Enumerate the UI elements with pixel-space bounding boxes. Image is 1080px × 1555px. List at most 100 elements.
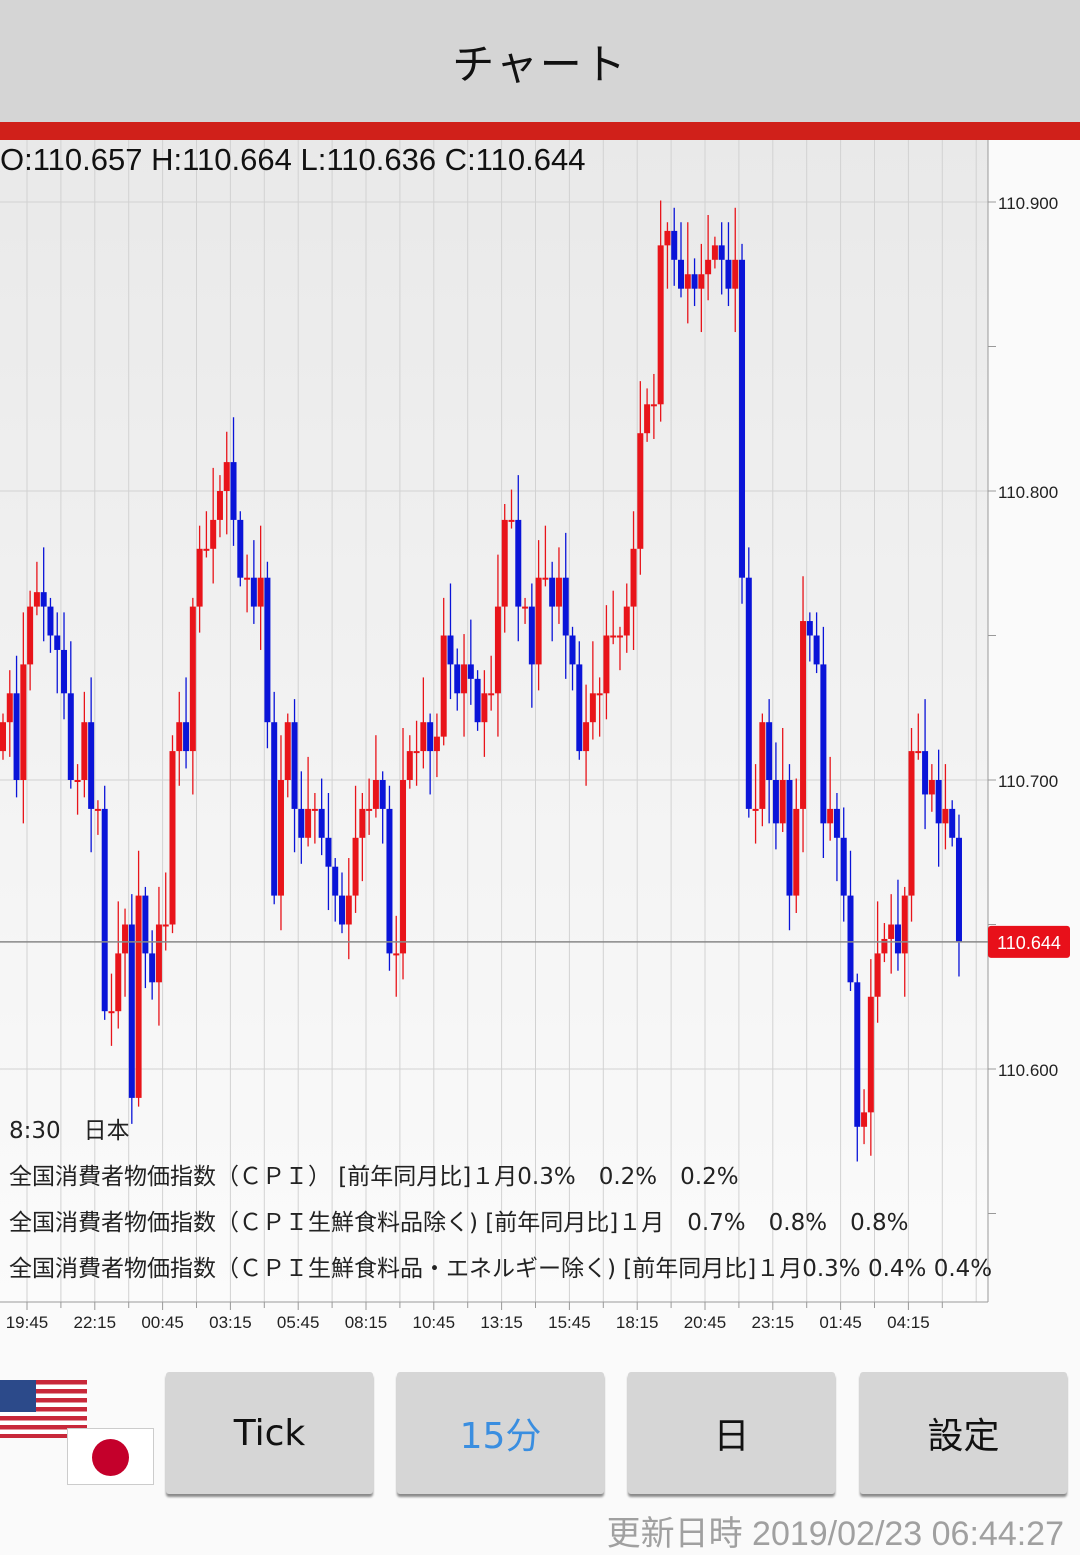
- currency-pair-flags[interactable]: [0, 1378, 160, 1488]
- candle-body: [820, 664, 827, 824]
- page-title: チャート: [452, 39, 628, 89]
- candle-body: [189, 606, 196, 752]
- last-price-label: 110.644: [997, 933, 1061, 953]
- candle-body: [603, 635, 610, 694]
- candle-up: [176, 691, 183, 786]
- candle-down: [515, 475, 522, 642]
- candle-body: [610, 635, 617, 638]
- candle-body: [515, 519, 522, 607]
- candle-body: [257, 577, 264, 607]
- candle-body: [230, 462, 237, 520]
- candle-up: [366, 778, 373, 835]
- candle-body: [949, 808, 956, 838]
- candle-up: [108, 973, 115, 1046]
- candle-body: [413, 751, 420, 754]
- us-flag-icon: [0, 1380, 87, 1438]
- 15min-button[interactable]: 15分: [397, 1372, 604, 1494]
- candle-down: [840, 807, 847, 922]
- candle-down: [88, 677, 95, 853]
- candle-body: [420, 722, 427, 752]
- candle-body: [74, 780, 81, 782]
- candle-body: [576, 664, 583, 752]
- candle-body: [664, 230, 671, 246]
- candle-up: [522, 597, 529, 624]
- candle-body: [915, 751, 922, 754]
- candle-body: [250, 577, 257, 607]
- candle-up: [644, 388, 651, 442]
- candle-up: [216, 475, 223, 538]
- candle-down: [922, 699, 929, 830]
- candle-down: [325, 793, 332, 911]
- candle-up: [915, 713, 922, 760]
- axes: 110.900 110.800 110.700 110.600 19:45 22:15 00…: [0, 140, 1070, 1332]
- candle-up: [630, 511, 637, 650]
- candle-up: [603, 605, 610, 720]
- candle-body: [359, 808, 366, 838]
- candle-down: [427, 713, 434, 795]
- candle-body: [40, 592, 47, 607]
- candle-body: [922, 751, 929, 795]
- candle-body: [671, 230, 678, 260]
- candle-body: [291, 722, 298, 809]
- x-tick-label: 00:45: [141, 1313, 184, 1332]
- candle-up: [542, 525, 549, 587]
- candle-body: [237, 519, 244, 578]
- candle-body: [128, 924, 135, 1098]
- candle-body: [732, 259, 739, 289]
- candlestick-chart[interactable]: 110.900 110.800 110.700 110.600 19:45 22:15 00…: [0, 140, 1080, 1340]
- candle-body: [881, 938, 888, 954]
- candle-down: [128, 894, 135, 1124]
- candle-down: [101, 785, 108, 1020]
- candle-body: [793, 808, 800, 896]
- x-tick-label: 18:15: [616, 1313, 659, 1332]
- app-header: チャート: [0, 0, 1080, 122]
- candle-body: [691, 274, 698, 289]
- candle-down: [13, 655, 20, 798]
- candle-body: [650, 404, 657, 407]
- ohlc-readout: O:110.657 H:110.664 L:110.636 C:110.644: [0, 142, 586, 177]
- candle-down: [955, 814, 962, 977]
- candle-body: [867, 996, 874, 1113]
- candle-body: [766, 722, 773, 780]
- candle-body: [854, 982, 861, 1127]
- y-tick-label: 110.600: [998, 1061, 1058, 1080]
- candle-down: [447, 583, 454, 700]
- candle-body: [874, 953, 881, 997]
- candle-body: [271, 722, 278, 896]
- candle-body: [101, 808, 108, 1012]
- candle-down: [576, 641, 583, 760]
- last-price-badge: [988, 925, 1070, 958]
- x-tick-label: 08:15: [345, 1313, 388, 1332]
- candle-down: [47, 597, 54, 653]
- candle-down: [237, 511, 244, 587]
- candle-down: [528, 583, 535, 708]
- candle-down: [40, 547, 47, 642]
- candle-body: [149, 953, 156, 983]
- candle-up: [359, 793, 366, 882]
- candle-up: [908, 727, 915, 922]
- candle-up: [684, 222, 691, 324]
- candle-body: [352, 837, 359, 896]
- candle-body: [684, 274, 691, 289]
- settings-button[interactable]: 設定: [860, 1372, 1067, 1494]
- candle-body: [535, 577, 542, 665]
- candle-up: [888, 894, 895, 974]
- candle-body: [142, 895, 149, 954]
- candle-body: [305, 808, 312, 838]
- candle-up: [508, 489, 515, 529]
- candle-body: [739, 259, 746, 578]
- candle-down: [298, 771, 305, 864]
- candle-down: [786, 764, 793, 931]
- candle-up: [705, 215, 712, 301]
- candle-body: [33, 592, 40, 607]
- x-tick-label: 19:45: [6, 1313, 49, 1332]
- tick-button[interactable]: Tick: [166, 1372, 373, 1494]
- candle-down: [318, 778, 325, 856]
- candle-body: [393, 953, 400, 956]
- candle-body: [494, 606, 501, 694]
- daily-button[interactable]: 日: [628, 1372, 835, 1494]
- candle-body: [115, 953, 122, 1012]
- candle-down: [379, 771, 386, 844]
- candle-body: [772, 780, 779, 824]
- candle-body: [155, 924, 162, 983]
